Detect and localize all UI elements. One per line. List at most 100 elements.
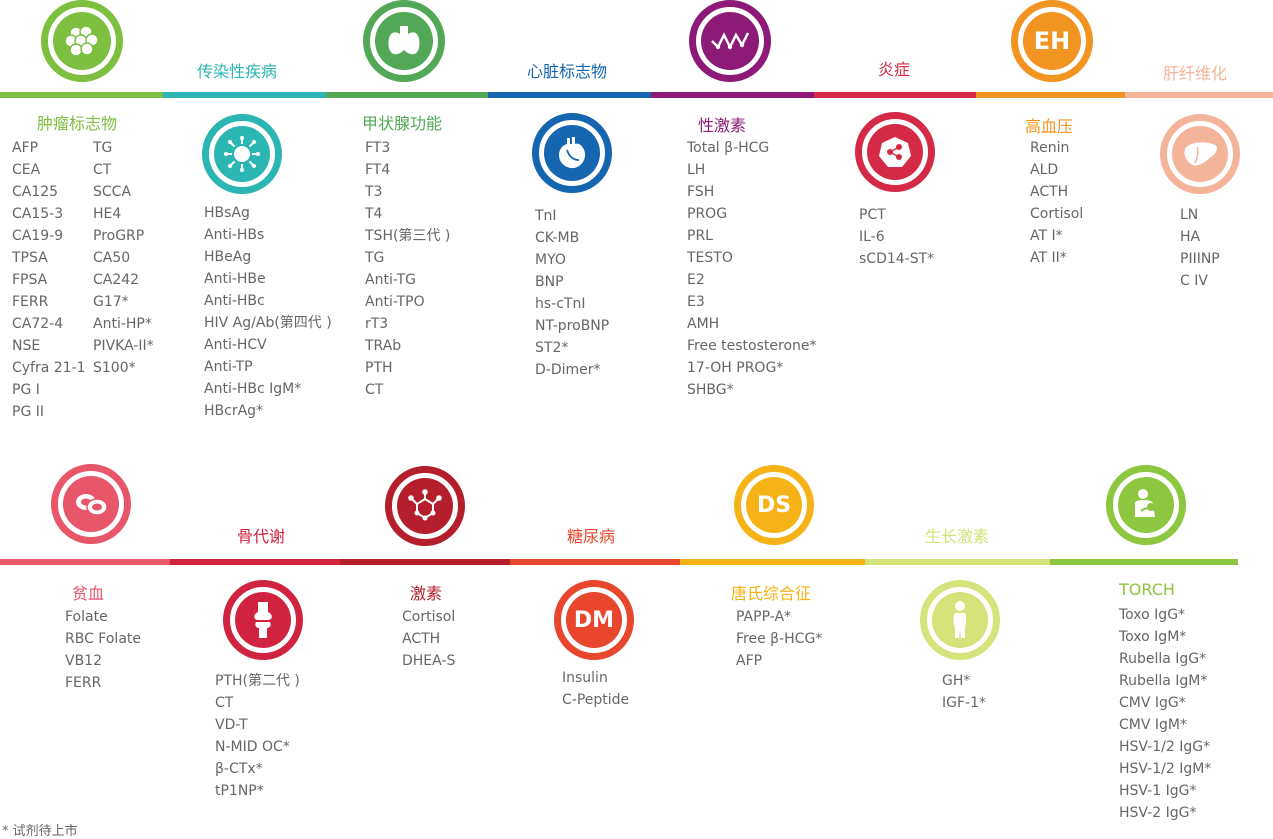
inflammation-list: PCT IL-6 sCD14-ST*: [859, 204, 934, 270]
test-item: RBC Folate: [65, 631, 142, 647]
test-item: Toxo IgM*: [1119, 629, 1187, 645]
hormone-wave-icon: [689, 0, 771, 82]
test-item: TG: [93, 140, 113, 156]
test-item: ST2*: [535, 340, 569, 356]
infectious-title: 传染性疾病: [197, 62, 278, 81]
test-item: VD-T: [215, 717, 248, 733]
test-item: CA242: [93, 272, 140, 288]
test-item: CA50: [93, 250, 131, 266]
test-item: CT: [93, 162, 112, 178]
test-item: TRAb: [365, 338, 402, 354]
test-item: Free testosterone*: [687, 338, 817, 354]
test-item: SCCA: [93, 184, 132, 200]
test-item: CA19-9: [12, 228, 64, 244]
test-item: D-Dimer*: [535, 362, 601, 378]
test-item: PG II: [12, 404, 44, 420]
test-item: IL-6: [859, 229, 885, 245]
test-item: HBcrAg*: [204, 403, 264, 419]
growth-list: GH* IGF-1*: [942, 670, 986, 714]
anemia-title: 贫血: [72, 584, 105, 603]
down-syndrome-ds-icon: DS: [734, 465, 814, 545]
test-item: Anti-HCV: [204, 337, 267, 353]
anemia-list: Folate RBC Folate VB12 FERR: [65, 606, 141, 694]
test-item: FPSA: [12, 272, 48, 288]
test-item: PRL: [687, 228, 713, 244]
test-item: CA125: [12, 184, 59, 200]
test-item: PCT: [859, 207, 886, 223]
test-item: ACTH: [1030, 184, 1069, 200]
hypertension-eh-icon: EH: [1011, 0, 1093, 82]
bone-joint-icon: [223, 580, 303, 660]
thyroid-icon: [363, 0, 445, 82]
test-item: G17*: [93, 294, 129, 310]
test-item: HSV-1/2 IgM*: [1119, 761, 1212, 777]
test-item: FT4: [365, 162, 391, 178]
bar-down: [680, 559, 865, 565]
cardiac-title: 心脏标志物: [527, 62, 608, 81]
test-item: E2: [687, 272, 705, 288]
torch-list: Toxo IgG* Toxo IgM* Rubella IgG* Rubella Ig…: [1119, 604, 1211, 824]
down-list: PAPP-A* Free β-HCG* AFP: [736, 606, 822, 672]
test-item: HSV-1 IgG*: [1119, 783, 1197, 799]
test-item: PTH: [365, 360, 393, 376]
test-item: Anti-HBc IgM*: [204, 381, 302, 397]
inflammation-icon: [855, 112, 935, 192]
bar-cardiac: [488, 92, 651, 98]
test-item: Anti-TG: [365, 272, 416, 288]
test-item: PIIINP: [1180, 251, 1220, 267]
test-item: HA: [1180, 229, 1201, 245]
test-item: CA72-4: [12, 316, 64, 332]
test-item: FSH: [687, 184, 715, 200]
test-item: tP1NP*: [215, 783, 264, 799]
hormones-title: 激素: [410, 584, 443, 603]
test-item: FT3: [365, 140, 391, 156]
bar-tumor: [0, 92, 163, 98]
test-item: rT3: [365, 316, 389, 332]
test-item: TG: [365, 250, 385, 266]
test-item: β-CTx*: [215, 761, 263, 777]
test-item: Anti-TPO: [365, 294, 425, 310]
test-item: Cyfra 21-1: [12, 360, 86, 376]
test-item: Anti-HBe: [204, 271, 266, 287]
test-item: CA15-3: [12, 206, 64, 222]
test-item: DHEA-S: [402, 653, 456, 669]
test-item: TSH(第三代 ): [365, 228, 451, 244]
test-item: TPSA: [12, 250, 48, 266]
tumor-list-col2: TG CT SCCA HE4 ProGRP CA50 CA242 G17* Anti-HP* PI…: [93, 137, 154, 379]
bone-list: PTH(第二代 ) CT VD-T N-MID OC* β-CTx* tP1NP*: [215, 670, 300, 802]
down-title: 唐氏综合征: [731, 584, 812, 603]
tumor-list-col1: AFP CEA CA125 CA15-3 CA19-9 TPSA FPSA FERR CA72-…: [12, 137, 86, 423]
test-item: TESTO: [687, 250, 733, 266]
cardiac-list: TnI CK-MB MYO BNP hs-cTnI NT-proBNP ST2* D-Dime…: [535, 205, 609, 381]
hormones-list: Cortisol ACTH DHEA-S: [402, 606, 455, 672]
test-item: HBeAg: [204, 249, 252, 265]
test-item: Cortisol: [1030, 206, 1084, 222]
test-item: CEA: [12, 162, 41, 178]
blood-cell-icon: [51, 464, 131, 544]
test-item: ProGRP: [93, 228, 145, 244]
bone-title: 骨代谢: [237, 527, 286, 546]
test-item: MYO: [535, 252, 566, 268]
hypertension-title: 高血压: [1025, 117, 1074, 136]
test-item: Free β-HCG*: [736, 631, 823, 647]
test-item: Anti-TP: [204, 359, 253, 375]
test-item: LH: [687, 162, 706, 178]
test-item: Rubella IgM*: [1119, 673, 1208, 689]
test-item: ALD: [1030, 162, 1059, 178]
test-item: Cortisol: [402, 609, 456, 625]
test-item: sCD14-ST*: [859, 251, 935, 267]
bar-inflammation: [814, 92, 976, 98]
mother-baby-icon: [1106, 465, 1186, 545]
test-item: AMH: [687, 316, 720, 332]
liver-title: 肝纤维化: [1163, 64, 1228, 83]
test-item: PIVKA-II*: [93, 338, 154, 354]
test-item: Folate: [65, 609, 108, 625]
test-item: HIV Ag/Ab(第四代 ): [204, 315, 332, 331]
test-item: CMV IgM*: [1119, 717, 1187, 733]
liver-icon: [1160, 114, 1240, 194]
virus-icon: [202, 114, 282, 194]
test-item: AFP: [12, 140, 39, 156]
test-item: T4: [365, 206, 383, 222]
hormone-title: 性激素: [698, 116, 747, 135]
bar-liver: [1125, 92, 1273, 98]
